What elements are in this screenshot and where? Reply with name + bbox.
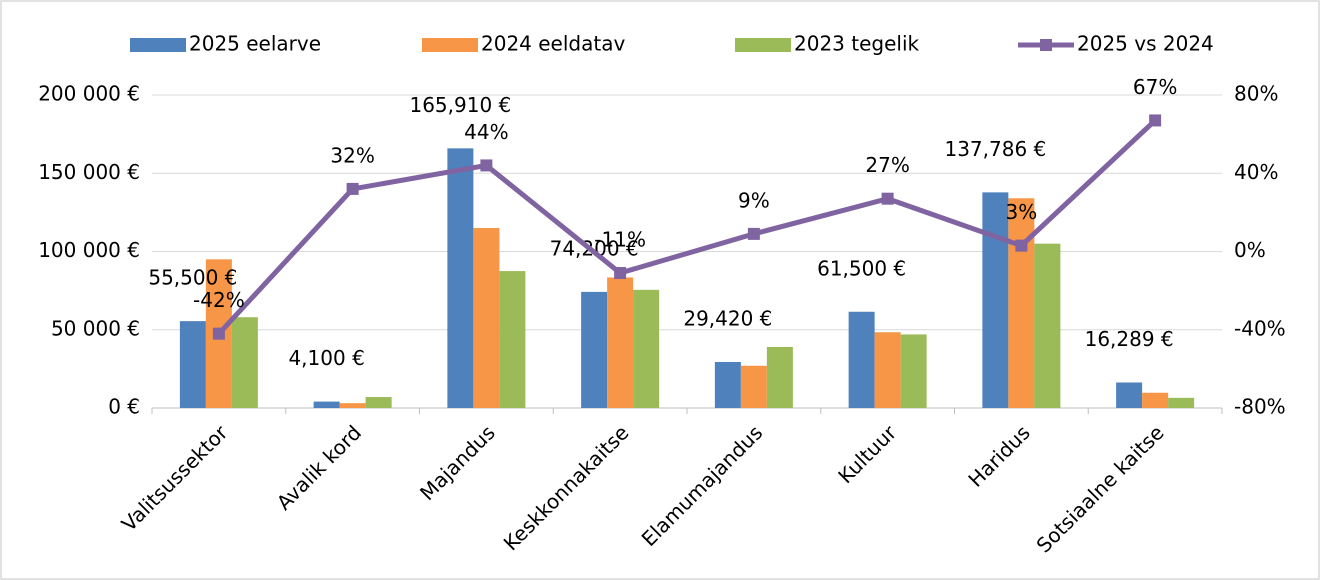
y2-tick-label: -80%: [1234, 395, 1286, 419]
line-marker: [346, 182, 359, 195]
legend-swatch: [422, 38, 478, 52]
data-label: 74,200 €: [550, 236, 639, 260]
bar: [633, 289, 660, 408]
bar: [447, 148, 474, 409]
y2-tick-label: 40%: [1234, 160, 1278, 184]
y2-tick-label: 80%: [1234, 82, 1278, 106]
data-label: 55,500 €: [148, 266, 237, 290]
data-label: 61,500 €: [817, 256, 906, 280]
data-label: 44%: [464, 120, 508, 144]
bar: [766, 346, 793, 408]
bar: [581, 291, 608, 408]
line-marker: [881, 192, 894, 205]
legend-label: 2025 vs 2024: [1077, 32, 1214, 56]
line-marker: [614, 267, 627, 280]
data-label: 137,786 €: [944, 137, 1046, 161]
bar: [499, 271, 526, 408]
data-label: 27%: [865, 153, 909, 177]
bar: [473, 228, 500, 408]
y-tick-label: 100 000 €: [38, 238, 140, 262]
legend-label: 2025 eelarve: [189, 32, 321, 56]
bar: [874, 332, 901, 408]
data-label: -42%: [193, 288, 245, 312]
bar: [1008, 198, 1035, 408]
data-label: 32%: [330, 143, 374, 167]
legend-swatch: [130, 38, 186, 52]
legend-label: 2024 eeldatav: [481, 32, 625, 56]
legend-swatch: [735, 38, 791, 52]
bar: [365, 397, 392, 408]
line-marker: [480, 159, 493, 172]
line-marker: [1015, 239, 1028, 252]
bar: [900, 334, 927, 408]
data-label: 165,910 €: [409, 93, 511, 117]
line-marker: [1149, 114, 1162, 127]
bar: [339, 403, 366, 408]
data-label: 67%: [1133, 75, 1177, 99]
data-label: 16,289 €: [1085, 327, 1174, 351]
line-marker: [212, 327, 225, 340]
bar: [607, 277, 634, 408]
bar: [231, 317, 258, 408]
bar: [1116, 382, 1143, 408]
bar: [1142, 392, 1169, 408]
y-tick-label: 0 €: [108, 395, 140, 419]
line-marker: [747, 227, 760, 240]
data-label: -11%: [594, 228, 646, 252]
data-label: 29,420 €: [683, 306, 772, 330]
bar: [740, 365, 767, 408]
bar: [313, 401, 340, 408]
data-label: 4,100 €: [288, 346, 364, 370]
y-tick-label: 200 000 €: [38, 82, 140, 106]
data-label: 3%: [1006, 200, 1038, 224]
bar: [1168, 397, 1195, 408]
data-label: 9%: [738, 188, 770, 212]
y2-tick-label: -40%: [1234, 316, 1286, 340]
legend-swatch: [1040, 39, 1052, 51]
bar: [179, 321, 206, 408]
line: [217, 118, 1157, 336]
bar: [1034, 243, 1061, 408]
legend-label: 2023 tegelik: [794, 32, 920, 56]
y-tick-label: 150 000 €: [38, 160, 140, 184]
y2-tick-label: 0%: [1234, 238, 1266, 262]
bar: [714, 361, 741, 408]
y-tick-label: 50 000 €: [51, 316, 140, 340]
bar: [982, 192, 1009, 408]
bar: [848, 311, 875, 408]
